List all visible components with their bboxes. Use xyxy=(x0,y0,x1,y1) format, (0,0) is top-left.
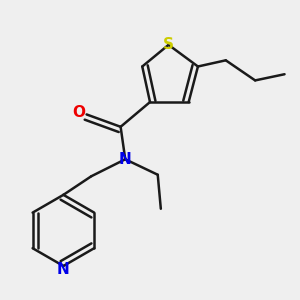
Text: N: N xyxy=(119,152,132,167)
Text: O: O xyxy=(72,105,86,120)
Text: S: S xyxy=(163,37,174,52)
Text: N: N xyxy=(57,262,70,277)
